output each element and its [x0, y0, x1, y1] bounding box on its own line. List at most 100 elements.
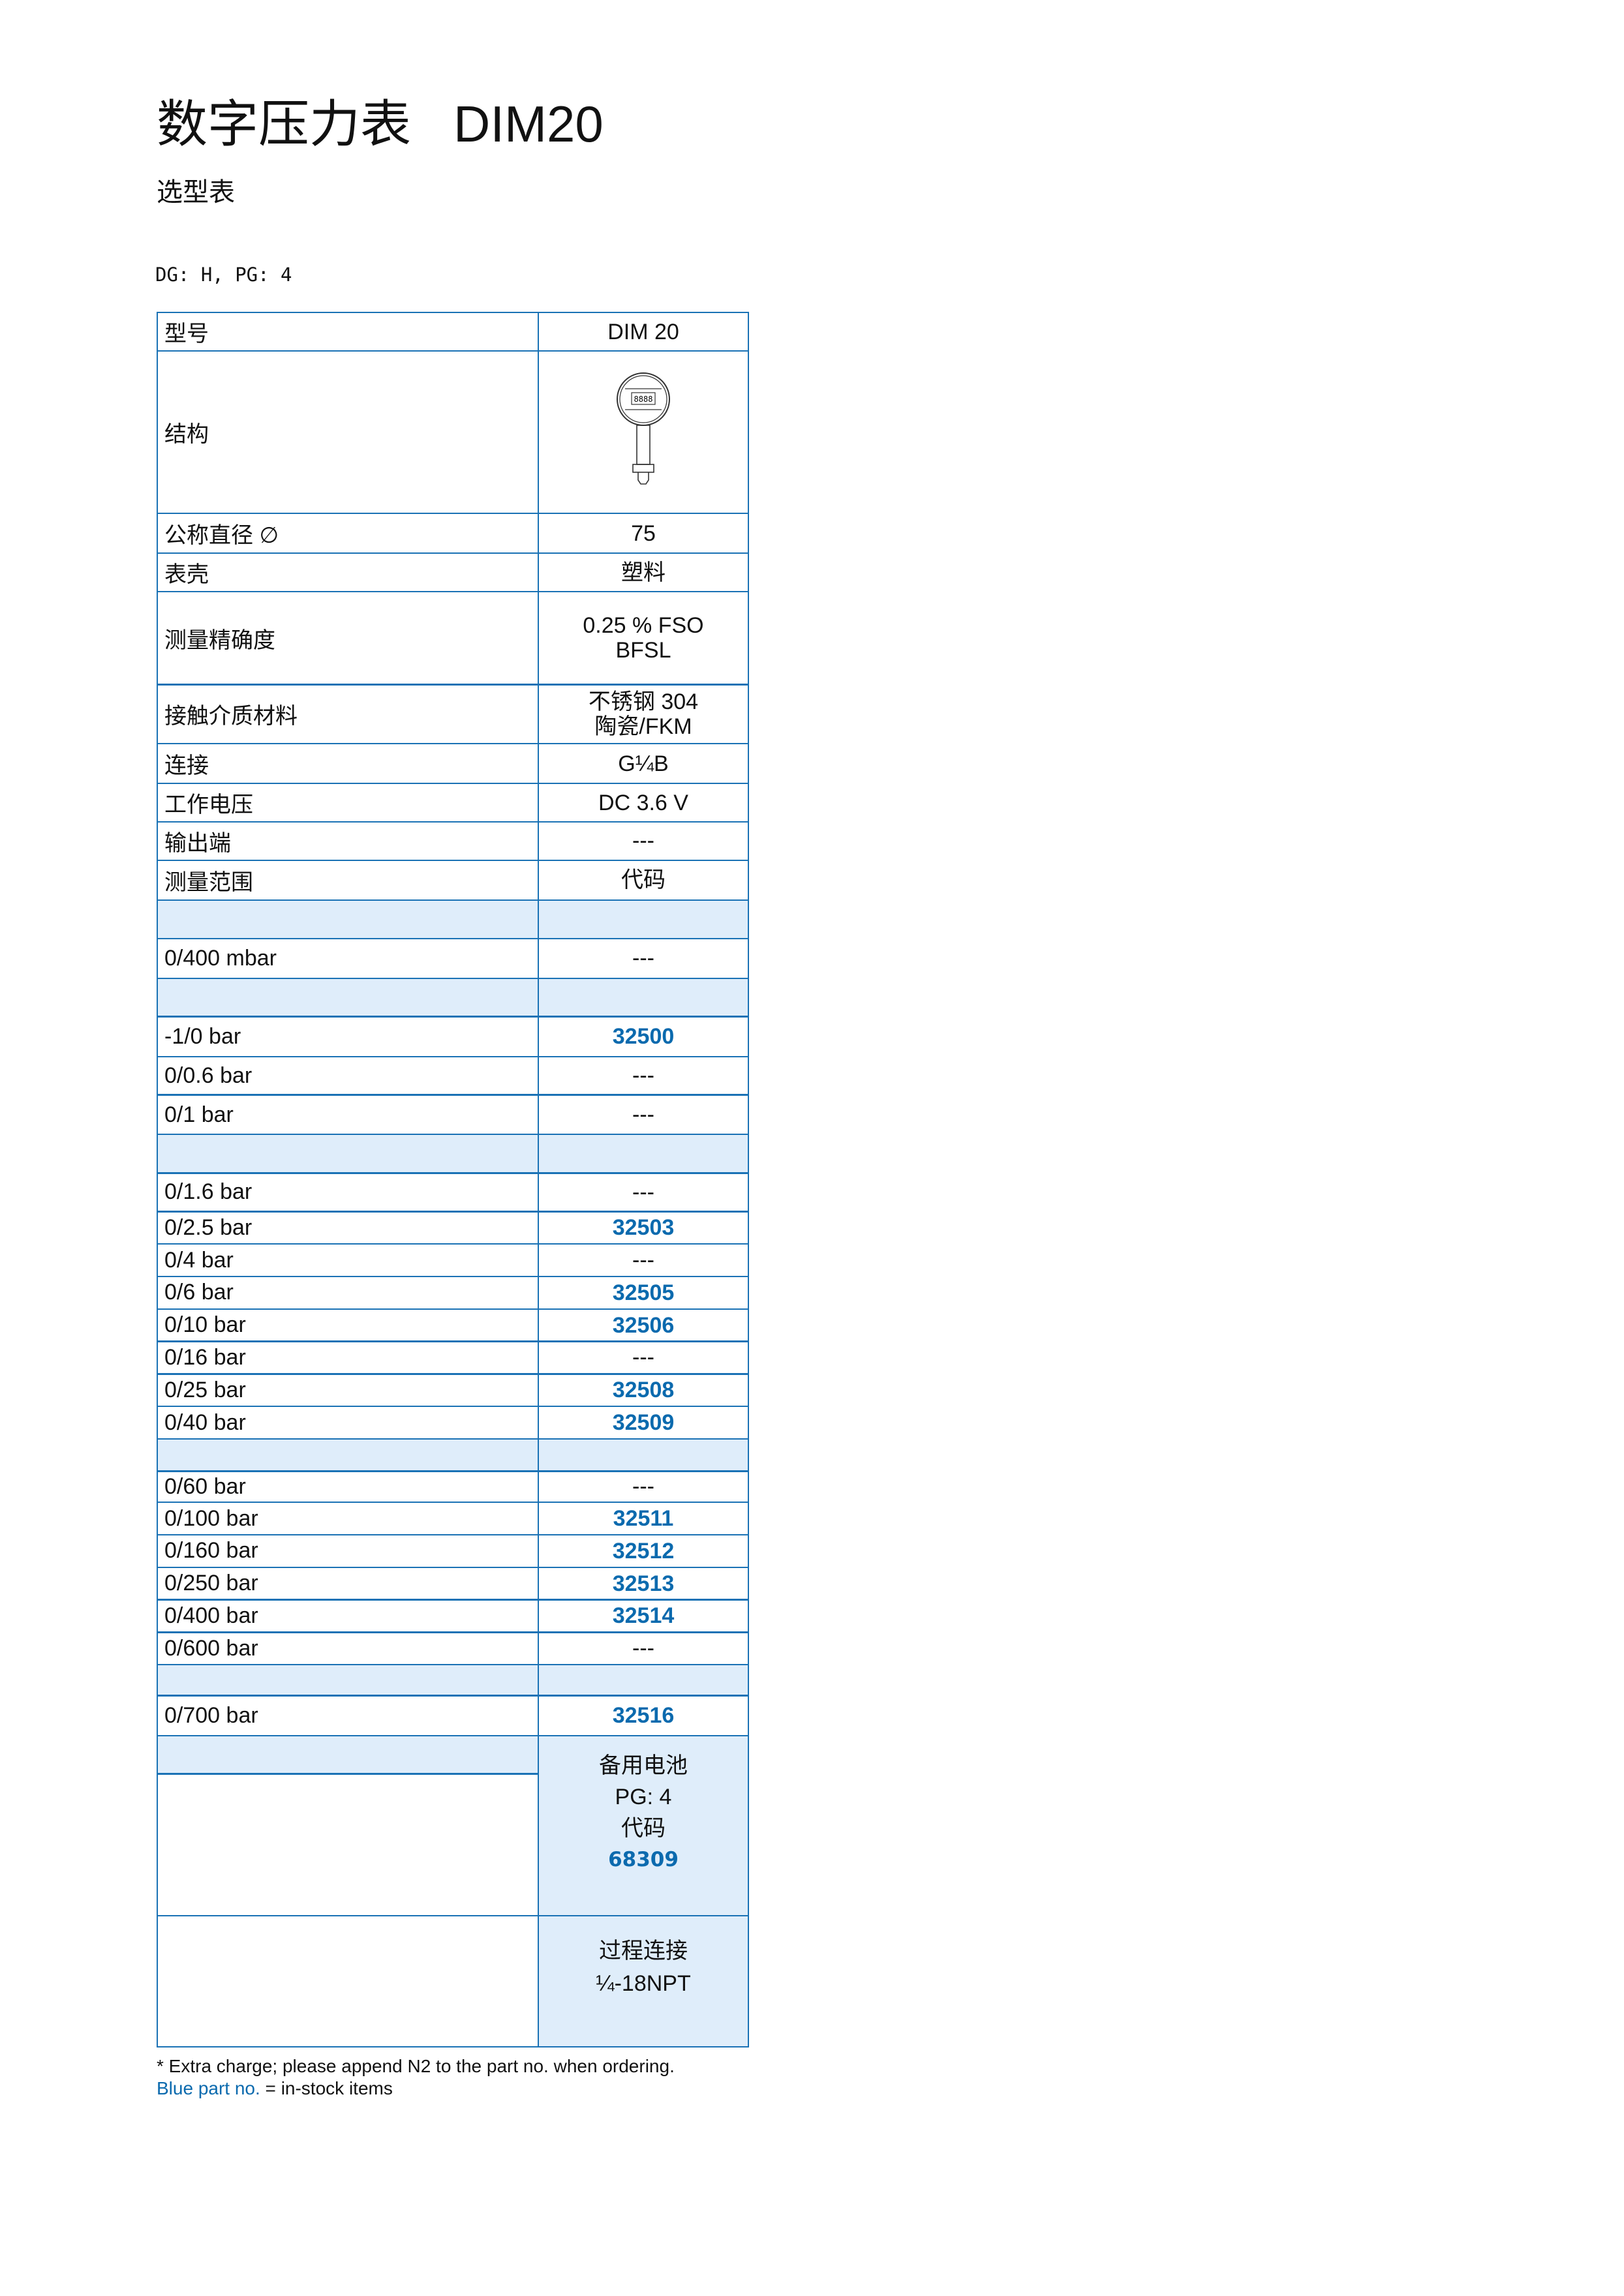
value-cell: [538, 977, 749, 1018]
process-connection-row: 过程连接 ¼-18NPT: [157, 1914, 749, 2048]
page-title: 数字压力表 DIM20: [157, 95, 604, 153]
label-cell: 0/0.6 bar: [157, 1055, 539, 1096]
label-cell: 0/600 bar: [157, 1631, 539, 1666]
process-title: 过程连接: [599, 1938, 688, 1963]
value-text: 不锈钢 304 陶瓷/FKM: [588, 689, 699, 739]
table-row: 0/1.6 bar ---: [157, 1172, 749, 1213]
value-cell: G¼B: [538, 742, 749, 785]
table-row: 0/4 bar ---: [157, 1243, 749, 1278]
dg-pg-info: DG: H, PG: 4: [155, 264, 292, 286]
value-cell: ---: [538, 1631, 749, 1666]
process-value: ¼-18NPT: [596, 1971, 691, 1996]
value-cell: [538, 899, 749, 939]
value-cell: DC 3.6 V: [538, 782, 749, 823]
table-row: 0/0.6 bar ---: [157, 1055, 749, 1096]
footnote: * Extra charge; please append N2 to the …: [157, 2056, 675, 2076]
table-row: 表壳 塑料: [157, 552, 749, 593]
table-row: 0/6 bar 32505: [157, 1275, 749, 1310]
table-row: 输出端 ---: [157, 821, 749, 862]
value-cell: ---: [538, 1340, 749, 1375]
table-row: 0/100 bar 32511: [157, 1501, 749, 1536]
value-cell: [538, 1438, 749, 1472]
table-row: 0/250 bar 32513: [157, 1566, 749, 1601]
label-cell: 0/160 bar: [157, 1533, 539, 1569]
table-row: 0/60 bar ---: [157, 1470, 749, 1503]
battery-row-shade: [157, 1734, 749, 1775]
empty-cell: [157, 1773, 539, 1917]
group-separator-row: [157, 1438, 749, 1472]
part-number: 32512: [538, 1533, 749, 1569]
table-row: 0/1 bar ---: [157, 1094, 749, 1136]
page-subtitle: 选型表: [157, 178, 235, 207]
label-cell: 0/1.6 bar: [157, 1172, 539, 1213]
table-row: 0/400 bar 32514: [157, 1599, 749, 1633]
svg-text:8888: 8888: [634, 395, 653, 404]
table-row: 结构 8888: [157, 350, 749, 515]
value-cell: [538, 1134, 749, 1174]
value-cell: ---: [538, 1243, 749, 1278]
process-cell: 过程连接 ¼-18NPT: [538, 1914, 749, 2048]
label-cell: 测量精确度: [157, 590, 539, 686]
label-cell: 0/700 bar: [157, 1695, 539, 1737]
label-cell: 0/40 bar: [157, 1405, 539, 1440]
label-cell: 0/25 bar: [157, 1373, 539, 1408]
label-cell: 0/16 bar: [157, 1340, 539, 1375]
label-cell: [157, 977, 539, 1018]
label-cell: 工作电压: [157, 782, 539, 823]
value-cell: ---: [538, 821, 749, 862]
part-number: 32513: [538, 1566, 749, 1601]
label-cell: 输出端: [157, 821, 539, 862]
value-cell: ---: [538, 1094, 749, 1136]
legend-text: = in-stock items: [260, 2078, 393, 2098]
part-number: 32511: [538, 1501, 749, 1536]
battery-row-blank: [157, 1773, 749, 1917]
group-separator-row: [157, 1134, 749, 1174]
value-cell: ---: [538, 1055, 749, 1096]
label-cell: 0/400 mbar: [157, 937, 539, 980]
label-cell: 结构: [157, 350, 539, 515]
group-separator-row: [157, 1663, 749, 1697]
value-cell: ---: [538, 937, 749, 980]
part-number: 32503: [538, 1211, 749, 1245]
label-cell: 0/6 bar: [157, 1275, 539, 1310]
table-row: 0/40 bar 32509: [157, 1405, 749, 1440]
label-cell: 接触介质材料: [157, 684, 539, 745]
value-text: 0.25 % FSO BFSL: [583, 613, 704, 663]
part-number: 32500: [538, 1016, 749, 1058]
group-separator-row: [157, 977, 749, 1018]
gauge-drawing-icon: 8888: [617, 372, 670, 485]
table-row: 0/10 bar 32506: [157, 1308, 749, 1342]
value-cell: 不锈钢 304 陶瓷/FKM: [538, 684, 749, 745]
part-number: 32506: [538, 1308, 749, 1342]
label-cell: 0/60 bar: [157, 1470, 539, 1503]
table-row: 测量精确度 0.25 % FSO BFSL: [157, 590, 749, 686]
label-cell: 0/100 bar: [157, 1501, 539, 1536]
part-number: 32505: [538, 1275, 749, 1310]
legend-blue: Blue part no.: [157, 2078, 260, 2098]
structure-image-cell: 8888: [538, 350, 749, 515]
table-row: 公称直径 ∅ 75: [157, 512, 749, 554]
value-cell: 代码: [538, 859, 749, 901]
empty-cell: [157, 1734, 539, 1775]
table-row: 0/25 bar 32508: [157, 1373, 749, 1408]
value-cell: ---: [538, 1172, 749, 1213]
label-cell: [157, 899, 539, 939]
part-number: 32514: [538, 1599, 749, 1633]
value-cell: 塑料: [538, 552, 749, 593]
label-cell: [157, 1663, 539, 1697]
label-cell: [157, 1438, 539, 1472]
label-cell: 公称直径 ∅: [157, 512, 539, 554]
table-row: 0/2.5 bar 32503: [157, 1211, 749, 1245]
label-cell: 0/10 bar: [157, 1308, 539, 1342]
table-row: -1/0 bar 32500: [157, 1016, 749, 1058]
table-row: 0/700 bar 32516: [157, 1695, 749, 1737]
table-row: 接触介质材料 不锈钢 304 陶瓷/FKM: [157, 684, 749, 745]
table-row: 连接 G¼B: [157, 742, 749, 785]
group-separator-row: [157, 899, 749, 939]
table-row: 0/600 bar ---: [157, 1631, 749, 1666]
part-number: 32509: [538, 1405, 749, 1440]
value-cell: DIM 20: [538, 312, 749, 352]
part-number: 32516: [538, 1695, 749, 1737]
table-row: 0/16 bar ---: [157, 1340, 749, 1375]
empty-cell: [157, 1914, 539, 2048]
